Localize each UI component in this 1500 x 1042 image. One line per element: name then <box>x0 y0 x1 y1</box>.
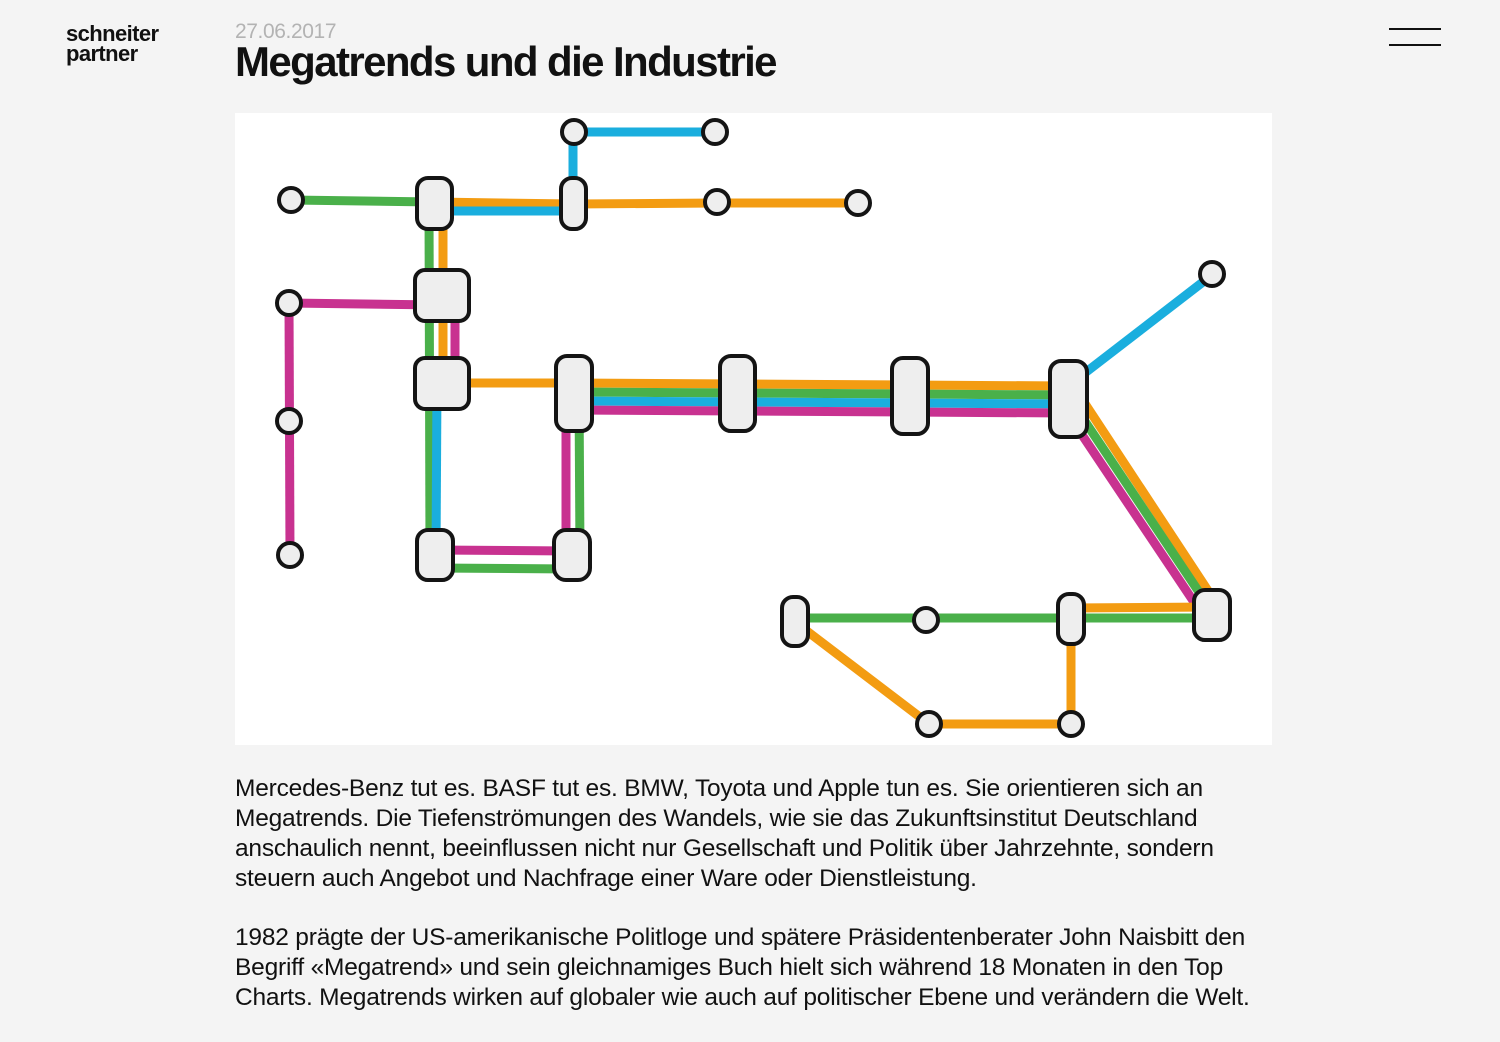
hero-image <box>235 113 1272 745</box>
metro-interchange-icon <box>1056 592 1086 646</box>
metro-stop-icon <box>844 189 872 217</box>
metro-interchange-icon <box>559 176 588 231</box>
logo-line-1: schneiter <box>66 21 159 46</box>
article-body: Mercedes-Benz tut es. BASF tut es. BMW, … <box>235 774 1275 1042</box>
logo[interactable]: schneiter partner <box>66 21 159 66</box>
metro-line-segment <box>433 545 572 556</box>
metro-stop-icon <box>1057 710 1085 738</box>
metro-stop-icon <box>276 541 304 569</box>
metro-interchange-icon <box>1048 359 1089 439</box>
metro-stop-icon <box>1198 260 1226 288</box>
metro-stop-icon <box>915 710 943 738</box>
metro-interchange-icon <box>890 356 930 436</box>
metro-interchange-icon <box>780 595 810 648</box>
metro-line-segment <box>1072 387 1226 615</box>
page-title: Megatrends und die Industrie <box>235 38 778 85</box>
metro-stop-icon <box>701 118 729 146</box>
metro-stop-icon <box>703 188 731 216</box>
metro-map-illustration <box>275 118 1232 738</box>
metro-interchange-icon <box>415 528 455 582</box>
metro-interchange-icon <box>552 528 592 582</box>
logo-line-2: partner <box>66 41 138 66</box>
metro-line-segment <box>572 378 1069 391</box>
metro-stop-icon <box>560 118 588 146</box>
metro-line-segment <box>433 563 573 574</box>
metro-line-segment <box>290 195 435 207</box>
metro-line-segment <box>431 383 442 556</box>
metro-interchange-icon <box>413 356 471 411</box>
post-date: 27.06.2017 <box>235 20 337 43</box>
metro-line-segment <box>433 197 858 209</box>
metro-stop-icon <box>275 289 303 317</box>
metro-line-segment <box>572 387 1069 400</box>
menu-bar-bottom <box>1389 44 1441 46</box>
metro-line-segment <box>572 396 1069 409</box>
article-paragraph: 1982 prägte der US-amerikanische Politlo… <box>235 924 1250 1011</box>
article-paragraph: Mercedes-Benz tut es. BASF tut es. BMW, … <box>235 775 1214 892</box>
metro-interchange-icon <box>413 268 471 323</box>
metro-stop-icon <box>275 407 303 435</box>
menu-bar-top <box>1389 28 1441 30</box>
metro-line-segment <box>1065 271 1215 390</box>
metro-stop-icon <box>912 606 940 634</box>
metro-interchange-icon <box>415 176 454 231</box>
metro-line-segment <box>1056 399 1210 623</box>
metro-interchange-icon <box>718 354 757 433</box>
metro-interchange-icon <box>554 354 594 433</box>
metro-line-segment <box>572 405 1069 418</box>
metro-line-segment <box>568 127 715 204</box>
metro-stop-icon <box>277 186 305 214</box>
metro-line-segment <box>1064 393 1219 619</box>
metro-line-segment <box>792 618 1076 729</box>
metro-line-segment <box>1070 602 1213 613</box>
hamburger-menu-icon[interactable] <box>1384 22 1446 52</box>
metro-interchange-icon <box>1192 588 1232 642</box>
